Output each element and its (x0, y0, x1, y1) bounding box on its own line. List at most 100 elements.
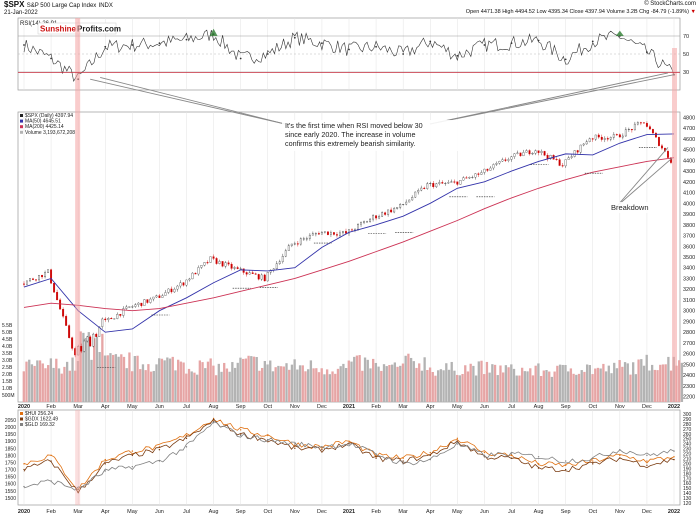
price-candle (501, 159, 504, 162)
volume-bar (87, 332, 90, 402)
volume-bar (640, 359, 643, 402)
price-candle (579, 144, 582, 153)
volume-bar (258, 370, 261, 402)
hui-point (646, 460, 648, 462)
hui-point (212, 422, 215, 424)
volume-bar (428, 367, 432, 402)
volume-bar (158, 358, 161, 402)
volume-bar (618, 360, 621, 402)
quote-line: Open 4471.38 High 4494.52 Low 4395.34 Cl… (466, 9, 696, 16)
volume-bar (149, 371, 153, 402)
volume-bar (548, 371, 551, 402)
hui-right-tick-label: 200 (683, 461, 692, 467)
volume-bar (177, 359, 180, 402)
hui-x-axis-label: Jul (508, 509, 515, 515)
volume-bar (323, 374, 326, 402)
volume-bar (382, 364, 386, 402)
hui-x-axis-label: Nov (290, 509, 300, 515)
volume-bar (190, 371, 193, 402)
price-candle (209, 256, 212, 263)
x-axis-label: May (452, 404, 463, 410)
price-candle (342, 231, 344, 234)
price-candle (296, 243, 299, 245)
volume-bar (68, 370, 71, 402)
volume-bar (179, 361, 183, 402)
price-candle (89, 336, 92, 347)
volume-bar (572, 373, 575, 402)
volume-bar (139, 369, 142, 402)
price-candle (555, 159, 558, 160)
price-candle (212, 256, 215, 259)
hui-right-tick-label: 210 (683, 457, 692, 463)
price-candle (92, 333, 95, 347)
price-candle (420, 187, 423, 191)
price-candle (441, 182, 444, 184)
volume-bar (602, 363, 605, 402)
hui-point (239, 434, 242, 437)
hui-x-axis-label: Nov (615, 509, 625, 515)
price-tick-label: 3900 (683, 212, 695, 218)
rsi-point (375, 45, 377, 48)
price-tick-label: 4200 (683, 180, 695, 186)
volume-bar (664, 364, 667, 402)
price-candle (71, 337, 74, 349)
hui-left-tick-label: 1800 (5, 453, 16, 459)
volume-bar (304, 371, 307, 402)
price-candle (122, 308, 125, 316)
volume-bar (247, 355, 250, 402)
hui-point (294, 443, 296, 445)
price-candle (351, 229, 353, 231)
price-candle (525, 150, 528, 153)
volume-bar (185, 373, 188, 402)
volume-bar (502, 372, 505, 402)
x-axis-label: Oct (263, 404, 272, 410)
volume-bar (22, 371, 25, 402)
legend-swatch (20, 125, 23, 129)
volume-bar (542, 370, 545, 402)
volume-bar (347, 360, 350, 402)
price-candle (447, 182, 450, 184)
price-candle (251, 272, 254, 274)
hui-left-tick-label: 2050 (5, 418, 16, 424)
hui-point (131, 466, 134, 468)
rsi-point (50, 57, 52, 60)
hui-point (456, 443, 459, 445)
price-candle (654, 132, 657, 138)
rsi-point (537, 39, 540, 42)
price-candle (287, 245, 290, 251)
price-candle (317, 233, 320, 235)
hui-x-axis-label: Sep (236, 509, 246, 515)
volume-bar (653, 369, 656, 402)
price-candle (161, 295, 164, 298)
hui-right-tick-label: 260 (683, 432, 692, 438)
volume-bar (168, 358, 172, 402)
price-candle (495, 163, 498, 165)
price-candle (218, 261, 221, 264)
volume-bar (298, 365, 302, 402)
rsi-point (564, 58, 567, 61)
volume-bar (445, 363, 448, 402)
volume-bar (220, 371, 223, 402)
volume-bar (669, 370, 673, 402)
hui-point (185, 446, 188, 448)
price-candle (531, 153, 534, 155)
hui-x-axis-label: Mar (73, 509, 83, 515)
x-axis-label: Aug (209, 404, 219, 410)
volume-bar (355, 355, 359, 402)
volume-bar (450, 361, 453, 402)
hui-point (510, 453, 513, 455)
price-candle (621, 135, 624, 138)
price-candle (627, 129, 630, 130)
volume-bar (130, 371, 134, 402)
price-candle (284, 250, 287, 257)
volume-bar (363, 357, 367, 402)
rsi-point (293, 36, 296, 39)
price-candle (387, 209, 390, 215)
volume-bar (339, 366, 342, 402)
price-candle (101, 318, 104, 327)
hui-point (483, 451, 486, 454)
volume-bar (315, 368, 318, 402)
ma200-line (23, 157, 675, 312)
rsi-point (510, 42, 513, 45)
